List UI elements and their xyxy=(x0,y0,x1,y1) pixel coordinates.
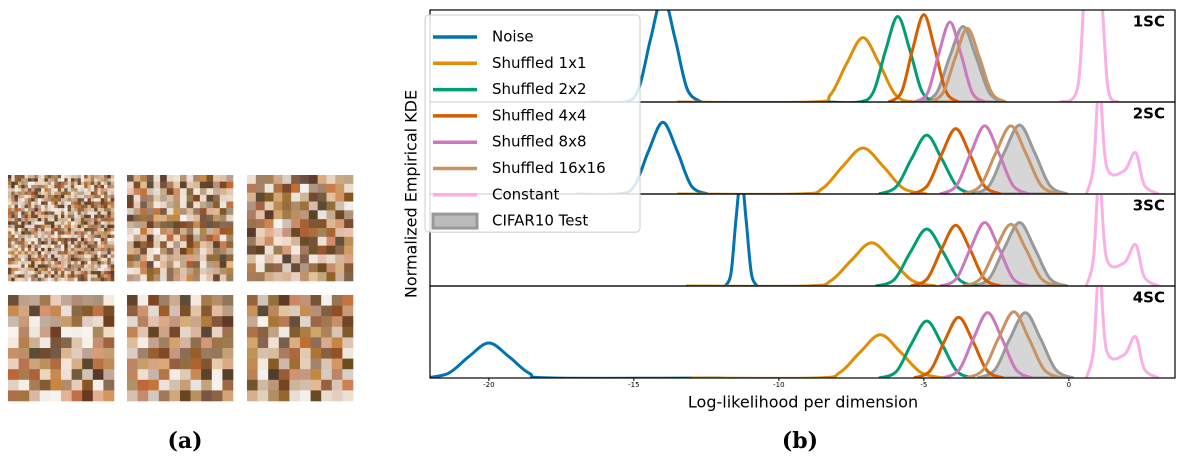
kde-line xyxy=(1084,286,1160,378)
legend-label: Constant xyxy=(492,185,560,203)
kde-line xyxy=(677,146,928,194)
panel xyxy=(575,102,1160,194)
legend-label: Shuffled 8x8 xyxy=(492,133,587,151)
kde-line xyxy=(875,227,979,286)
legend-label: Shuffled 4x4 xyxy=(492,106,587,124)
kde-line xyxy=(939,221,1031,286)
x-tick-label: -10 xyxy=(773,381,784,389)
panel-frame xyxy=(429,285,1176,379)
kde-line xyxy=(430,341,721,378)
x-tick-label: 0 xyxy=(1067,381,1071,389)
panel-label: 2SC xyxy=(1133,105,1165,123)
x-tick-label: -20 xyxy=(483,381,494,389)
kde-line xyxy=(677,36,953,102)
kde-line xyxy=(913,20,986,102)
legend-label: Shuffled 1x1 xyxy=(492,54,587,72)
kde-line xyxy=(1059,10,1120,102)
kde-line xyxy=(962,124,1060,194)
x-axis-label: Log-likelihood per dimension xyxy=(688,393,918,412)
panel-label: 4SC xyxy=(1133,289,1165,307)
legend-box xyxy=(424,14,641,233)
kde-line xyxy=(723,194,759,286)
x-tick-label: -15 xyxy=(628,381,639,389)
sample-images xyxy=(8,175,354,402)
kde-line xyxy=(1084,194,1160,286)
kde-area xyxy=(971,221,1068,286)
panel-caption: (b) xyxy=(782,428,818,454)
panel-label: 3SC xyxy=(1133,197,1165,215)
kde-area xyxy=(971,123,1069,194)
kde-line xyxy=(939,124,1031,194)
kde-line xyxy=(928,26,1007,102)
kde-line xyxy=(962,222,1060,286)
kde-line xyxy=(913,315,1004,378)
panel xyxy=(686,194,1160,286)
kde-line xyxy=(828,14,937,102)
y-axis-label: Normalized Empirical KDE xyxy=(402,90,421,298)
kde-line xyxy=(942,311,1034,378)
kde-line xyxy=(910,223,1002,286)
kde-line xyxy=(686,241,936,286)
kde-line xyxy=(965,310,1063,378)
kde-area xyxy=(976,311,1074,378)
panel xyxy=(430,286,1160,378)
kde-line xyxy=(1084,102,1160,194)
legend-label: Noise xyxy=(492,28,534,46)
panel-label: 1SC xyxy=(1133,13,1165,31)
x-tick-label: -5 xyxy=(920,381,927,389)
panel xyxy=(590,10,1120,102)
kde-line xyxy=(910,127,1002,194)
legend-label: Shuffled 2x2 xyxy=(492,80,587,98)
legend-label: CIFAR10 Test xyxy=(492,212,588,230)
legend-label: Shuffled 16x16 xyxy=(492,159,606,177)
kde-line xyxy=(691,333,945,378)
legend-swatch xyxy=(431,212,479,230)
panel-caption: (a) xyxy=(167,428,202,454)
kde-line xyxy=(887,13,960,102)
